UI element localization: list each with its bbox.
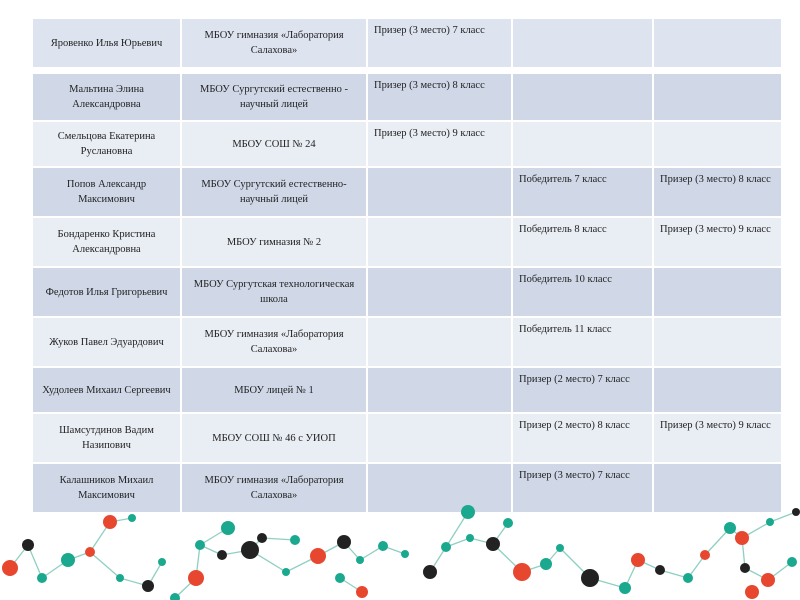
table-row: Попов Александр Максимович МБОУ Сургутск…	[31, 166, 783, 218]
result-cell: Призер (3 место) 7 класс	[511, 462, 654, 514]
student-name: Шамсутдинов Вадим Назипович	[31, 412, 182, 464]
school-name: МБОУ гимназия «Лаборатория Салахова»	[180, 316, 368, 368]
student-name: Попов Александр Максимович	[31, 166, 182, 218]
school-name: МБОУ лицей № 1	[180, 366, 368, 414]
table-row: Жуков Павел Эдуардович МБОУ гимназия «Ла…	[31, 316, 783, 368]
table-row: Шамсутдинов Вадим Назипович МБОУ СОШ № 4…	[31, 412, 783, 464]
result-cell	[366, 266, 513, 318]
result-cell	[366, 216, 513, 268]
result-cell	[652, 266, 783, 318]
result-cell	[511, 17, 654, 69]
result-cell	[366, 462, 513, 514]
school-name: МБОУ гимназия «Лаборатория Салахова»	[180, 17, 368, 69]
student-name: Смельцова Екатерина Руслановна	[31, 120, 182, 168]
result-cell: Победитель 7 класс	[511, 166, 654, 218]
results-table: Яровенко Илья Юрьевич МБОУ гимназия «Лаб…	[31, 17, 783, 514]
school-name: МБОУ СОШ № 24	[180, 120, 368, 168]
student-name: Федотов Илья Григорьевич	[31, 266, 182, 318]
result-cell: Призер (3 место) 9 класс	[652, 216, 783, 268]
table-row: Калашников Михаил Максимович МБОУ гимназ…	[31, 462, 783, 514]
result-cell	[511, 72, 654, 122]
student-name: Яровенко Илья Юрьевич	[31, 17, 182, 69]
molecule-network-icon	[2, 505, 800, 600]
school-name: МБОУ Сургутский естественно - научный ли…	[180, 72, 368, 122]
result-cell	[652, 120, 783, 168]
student-name: Калашников Михаил Максимович	[31, 462, 182, 514]
school-name: МБОУ гимназия «Лаборатория Салахова»	[180, 462, 368, 514]
result-cell: Призер (2 место) 7 класс	[511, 366, 654, 414]
result-cell	[366, 166, 513, 218]
result-cell: Призер (3 место) 9 класс	[366, 120, 513, 168]
table-row: Мальтина Элина Александровна МБОУ Сургут…	[31, 72, 783, 122]
school-name: МБОУ СОШ № 46 с УИОП	[180, 412, 368, 464]
table-row: Худолеев Михаил Сергеевич МБОУ лицей № 1…	[31, 366, 783, 414]
row-gap	[32, 68, 782, 73]
school-name: МБОУ Сургутская технологическая школа	[180, 266, 368, 318]
result-cell: Призер (2 место) 8 класс	[511, 412, 654, 464]
result-cell: Призер (3 место) 9 класс	[652, 412, 783, 464]
result-cell	[652, 17, 783, 69]
result-cell	[366, 366, 513, 414]
table-row: Федотов Илья Григорьевич МБОУ Сургутская…	[31, 266, 783, 318]
result-cell	[366, 316, 513, 368]
student-name: Бондаренко Кристина Александровна	[31, 216, 182, 268]
school-name: МБОУ Сургутский естественно-научный лице…	[180, 166, 368, 218]
result-cell	[652, 462, 783, 514]
result-cell: Победитель 8 класс	[511, 216, 654, 268]
table-row: Смельцова Екатерина Руслановна МБОУ СОШ …	[31, 120, 783, 168]
result-cell	[511, 120, 654, 168]
student-name: Жуков Павел Эдуардович	[31, 316, 182, 368]
table-row: Яровенко Илья Юрьевич МБОУ гимназия «Лаб…	[31, 17, 783, 69]
result-cell	[652, 366, 783, 414]
student-name: Худолеев Михаил Сергеевич	[31, 366, 182, 414]
result-cell	[652, 316, 783, 368]
result-cell: Победитель 11 класс	[511, 316, 654, 368]
student-name: Мальтина Элина Александровна	[31, 72, 182, 122]
result-cell: Победитель 10 класс	[511, 266, 654, 318]
result-cell: Призер (3 место) 7 класс	[366, 17, 513, 69]
molecule-atoms	[2, 505, 800, 600]
result-cell: Призер (3 место) 8 класс	[366, 72, 513, 122]
school-name: МБОУ гимназия № 2	[180, 216, 368, 268]
table-row: Бондаренко Кристина Александровна МБОУ г…	[31, 216, 783, 268]
result-cell: Призер (3 место) 8 класс	[652, 166, 783, 218]
result-cell	[652, 72, 783, 122]
result-cell	[366, 412, 513, 464]
